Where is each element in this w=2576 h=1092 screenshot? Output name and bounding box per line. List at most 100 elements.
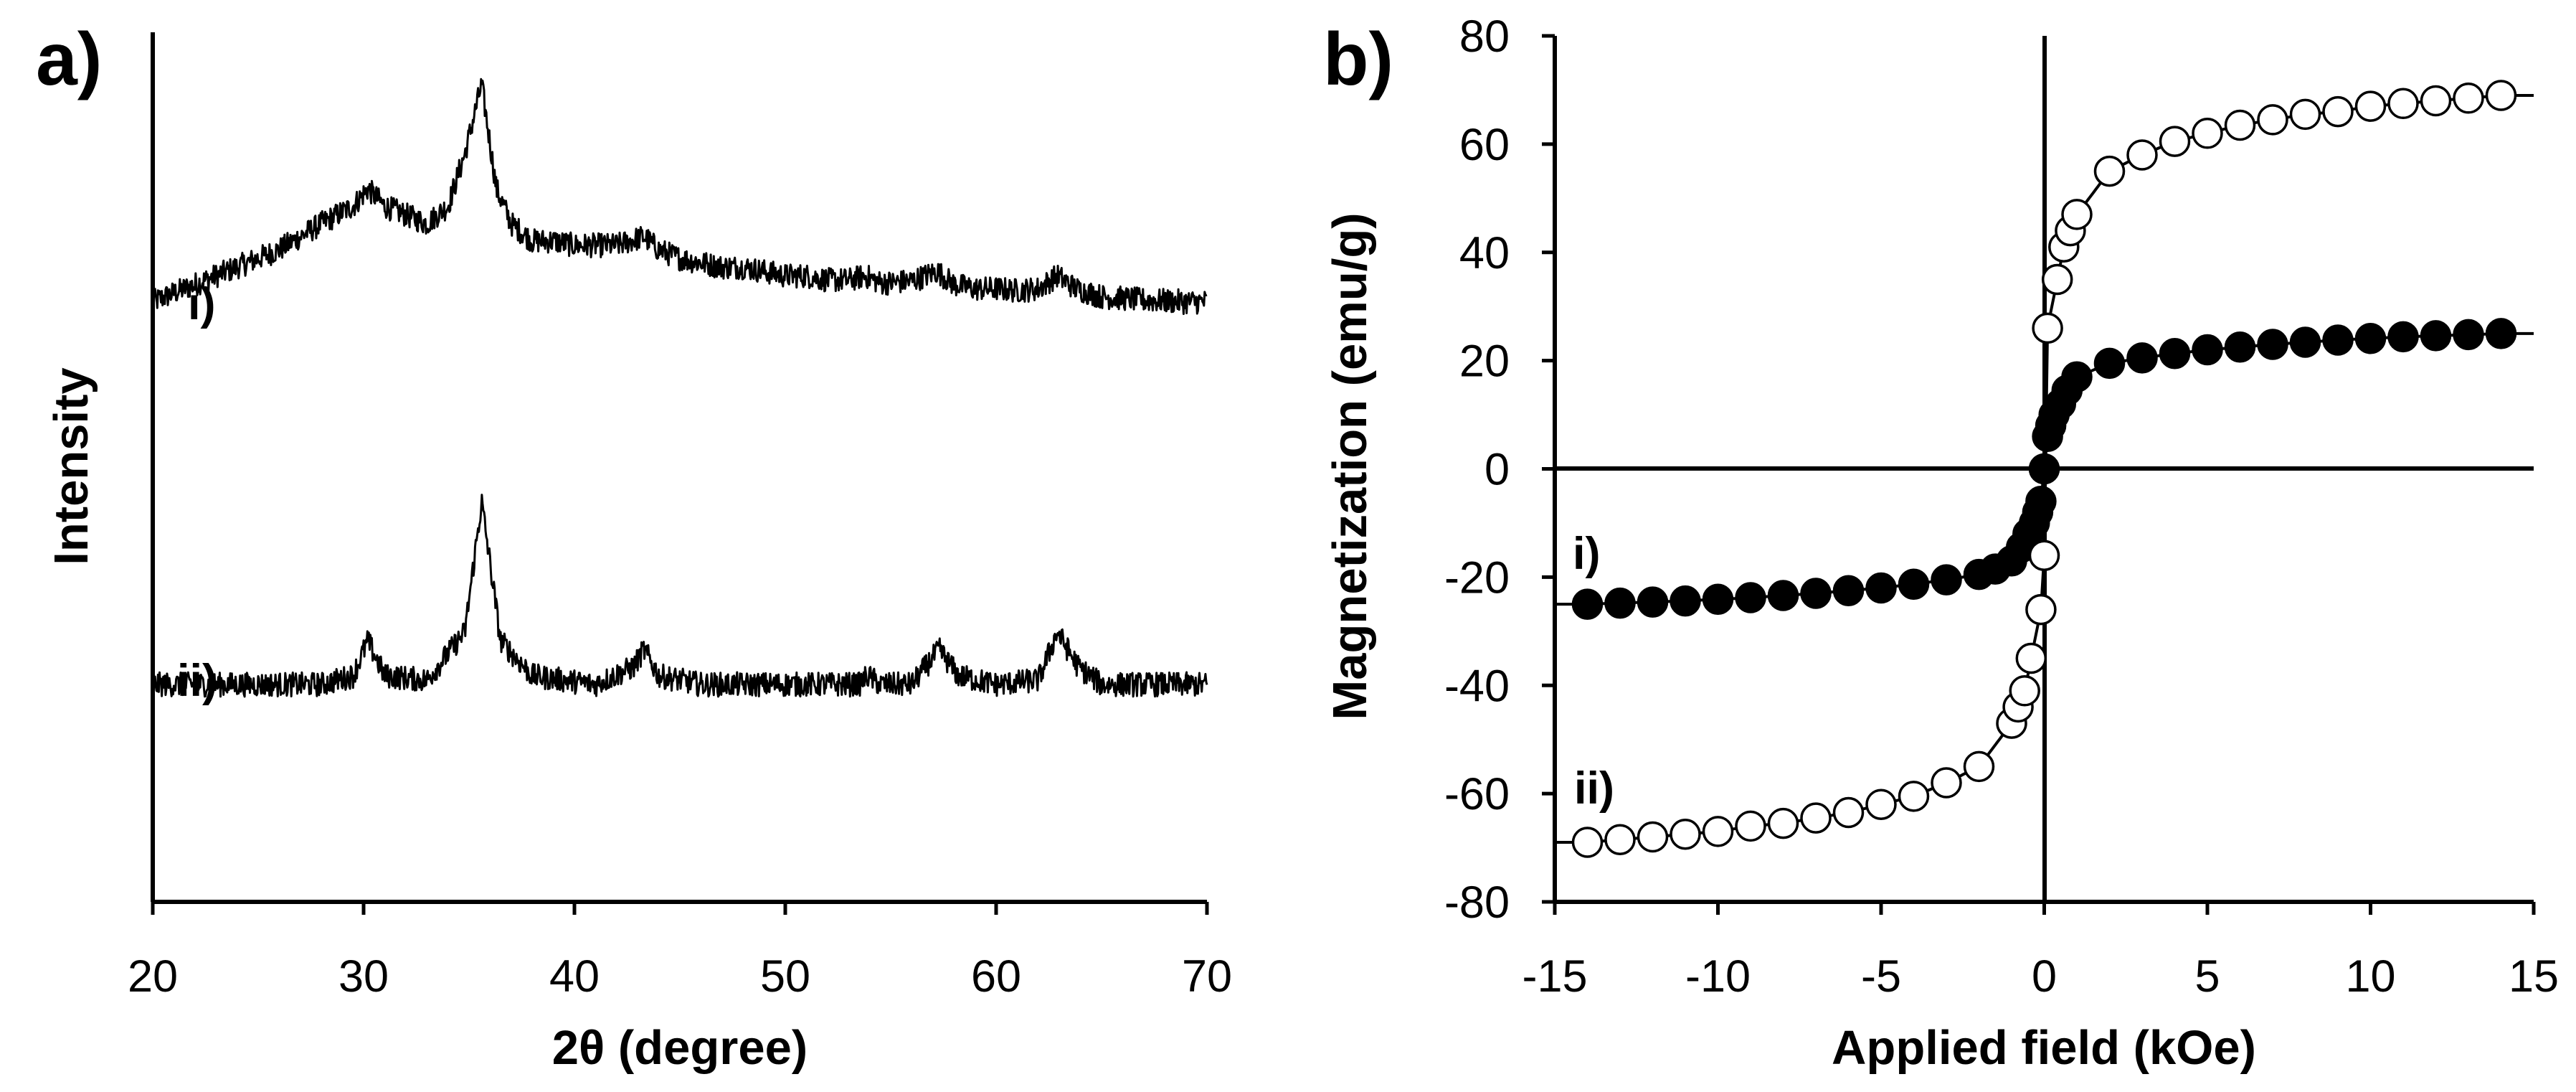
panel-a-curve-label-i: i) bbox=[188, 279, 215, 329]
panel-b-point-ii bbox=[1832, 796, 1865, 829]
panel-b-y-tick-label: 80 bbox=[1459, 11, 1510, 62]
panel-b-y-tick-label: -20 bbox=[1444, 552, 1510, 603]
panel-b-point-ii bbox=[1735, 810, 1766, 842]
panel-b-point-ii bbox=[2485, 80, 2517, 111]
panel-a-series-i bbox=[151, 77, 1208, 315]
panel-b-point-ii bbox=[1702, 816, 1734, 847]
panel-b-point-i bbox=[2485, 318, 2517, 349]
panel-b-point-i bbox=[1702, 583, 1734, 616]
panel-b-point-i bbox=[2126, 342, 2158, 374]
panel-b-point-i bbox=[2354, 322, 2387, 354]
panel-b-point-ii bbox=[2041, 263, 2073, 296]
panel-b-point-i bbox=[2028, 453, 2060, 485]
panel-b-point-ii bbox=[2354, 90, 2387, 122]
panel-a-series-ii bbox=[151, 494, 1208, 698]
panel-b-curve-label-ii: ii) bbox=[1574, 763, 1614, 814]
panel-b-y-tick-label: 0 bbox=[1484, 445, 1510, 495]
panel-b-point-ii bbox=[2028, 540, 2060, 571]
panel-b-point-i bbox=[1931, 564, 1962, 596]
panel-b-point-ii bbox=[2061, 199, 2093, 230]
panel-b-point-i bbox=[2224, 331, 2256, 363]
panel-b-point-i bbox=[2159, 338, 2191, 370]
panel-b-x-tick-label: -5 bbox=[1861, 951, 1901, 1002]
panel-a-x-tick-label: 60 bbox=[971, 951, 1021, 1002]
panel-b-point-ii bbox=[1898, 781, 1930, 812]
panel-b-y-tick-label: -40 bbox=[1444, 661, 1510, 711]
panel-b-x-tick-label: 5 bbox=[2194, 951, 2220, 1002]
panel-b-point-i bbox=[2192, 334, 2223, 366]
panel-b-point-i bbox=[1670, 585, 1701, 617]
panel-b-magnetization: b) -15 -10 -5 0 5 10 15 -80 -60 -40 -20 0 20 40 60 80 A… bbox=[1323, 11, 2559, 1075]
panel-b-y-tick-label: 20 bbox=[1459, 336, 1510, 387]
panel-b-x-tick-label: -15 bbox=[1522, 951, 1587, 1002]
panel-b-curve-label-i: i) bbox=[1573, 529, 1600, 579]
panel-b-point-ii bbox=[1637, 821, 1669, 853]
panel-b-point-ii bbox=[2192, 118, 2223, 149]
panel-b-y-tick-label: -60 bbox=[1444, 769, 1510, 819]
panel-b-x-tick-label: 15 bbox=[2509, 951, 2559, 1002]
panel-a-x-tick-label: 50 bbox=[760, 951, 810, 1002]
panel-b-point-ii bbox=[1604, 824, 1636, 855]
panel-b-point-i bbox=[1800, 578, 1832, 609]
panel-b-point-ii bbox=[1963, 750, 1995, 783]
panel-a-x-tick-label: 30 bbox=[338, 951, 389, 1002]
panel-b-point-ii bbox=[2025, 593, 2057, 626]
panel-a-x-tick-labels: 20 30 40 50 60 70 bbox=[128, 951, 1232, 1002]
panel-a-label: a) bbox=[36, 18, 102, 101]
panel-b-point-ii bbox=[2159, 126, 2191, 157]
panel-b-point-ii bbox=[1800, 802, 1832, 834]
panel-b-y-tick-label: 60 bbox=[1459, 120, 1510, 170]
panel-a-x-ticks bbox=[151, 902, 1209, 915]
panel-b-point-ii bbox=[2224, 109, 2256, 141]
panel-a-x-axis-title: 2θ (degree) bbox=[552, 1021, 808, 1075]
panel-a-y-axis-title: Intensity bbox=[44, 367, 98, 565]
panel-b-tick-labels: -15 -10 -5 0 5 10 15 -80 -60 -40 -20 0 20 40 60 80 bbox=[1444, 11, 2559, 1002]
panel-a-xrd: a) 20 30 40 50 60 70 2θ (degree) Intensity i)… bbox=[36, 18, 1232, 1075]
panel-b-point-i bbox=[2025, 486, 2057, 517]
panel-a-x-tick-label: 40 bbox=[549, 951, 600, 1002]
panel-b-point-ii bbox=[2453, 83, 2484, 114]
panel-b-point-ii bbox=[2322, 95, 2354, 128]
panel-b-point-ii bbox=[2015, 642, 2047, 674]
panel-b-point-ii bbox=[1931, 767, 1962, 799]
panel-b-point-i bbox=[2257, 329, 2288, 360]
panel-b-point-ii bbox=[2126, 139, 2158, 171]
panel-b-point-ii bbox=[2420, 85, 2452, 117]
panel-b-point-i bbox=[1637, 586, 1669, 618]
panel-b-point-i bbox=[2289, 326, 2321, 358]
panel-b-point-ii bbox=[2009, 675, 2040, 707]
panel-b-point-i bbox=[2093, 347, 2126, 380]
panel-b-ticks bbox=[1542, 34, 2536, 915]
panel-a-x-tick-label: 70 bbox=[1182, 951, 1232, 1002]
panel-b-point-i bbox=[2453, 319, 2484, 351]
panel-b-point-i bbox=[1735, 582, 1766, 613]
panel-b-point-i bbox=[1898, 568, 1930, 600]
panel-b-point-i bbox=[1865, 572, 1897, 604]
panel-b-point-ii bbox=[2257, 104, 2288, 136]
panel-b-point-ii bbox=[2387, 88, 2419, 120]
panel-b-x-tick-label: 0 bbox=[2032, 951, 2057, 1002]
panel-b-point-i bbox=[2061, 361, 2093, 393]
panel-b-point-i bbox=[1832, 575, 1865, 606]
panel-a-curves bbox=[151, 77, 1208, 698]
panel-b-point-i bbox=[2387, 321, 2419, 353]
panel-b-point-i bbox=[2420, 320, 2452, 352]
panel-b-point-ii bbox=[1865, 789, 1897, 820]
panel-a-x-tick-label: 20 bbox=[128, 951, 178, 1002]
panel-b-point-ii bbox=[1670, 818, 1701, 850]
panel-b-y-tick-label: 40 bbox=[1459, 228, 1510, 278]
panel-b-x-tick-label: -10 bbox=[1685, 951, 1751, 1002]
panel-b-x-axis-title: Applied field (kOe) bbox=[1832, 1021, 2256, 1075]
panel-a-curve-label-ii: ii) bbox=[177, 656, 217, 706]
panel-b-point-ii bbox=[2093, 155, 2126, 187]
panel-b-point-i bbox=[1571, 588, 1604, 620]
panel-b-point-i bbox=[1767, 580, 1799, 611]
panel-b-point-i bbox=[2322, 324, 2354, 356]
panel-b-point-ii bbox=[1767, 807, 1799, 839]
panel-b-x-tick-label: 10 bbox=[2345, 951, 2395, 1002]
panel-b-point-i bbox=[1604, 587, 1636, 619]
panel-b-y-axis-title: Magnetization (emu/g) bbox=[1323, 212, 1377, 720]
panel-b-y-tick-label: -80 bbox=[1444, 877, 1510, 928]
panel-b-markers bbox=[1571, 80, 2517, 858]
